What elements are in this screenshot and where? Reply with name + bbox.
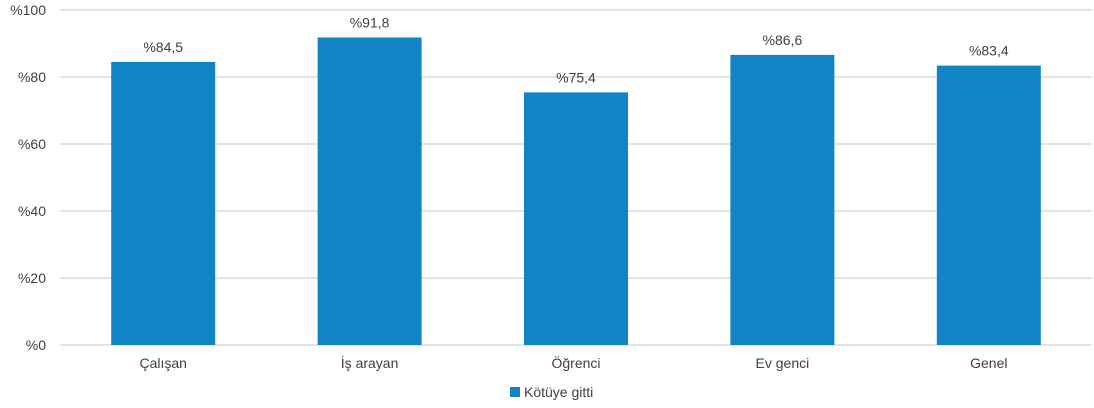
legend-label: Kötüye gitti xyxy=(524,384,593,400)
bar xyxy=(111,61,216,346)
bar xyxy=(524,92,628,345)
category-label: Çalışan xyxy=(139,355,186,371)
data-label: %84,5 xyxy=(143,39,183,55)
data-labels: %84,5 %91,8 %75,4 %86,6 %83,4 xyxy=(143,14,1009,85)
data-label: %75,4 xyxy=(556,69,596,85)
y-tick-label: %60 xyxy=(18,136,46,152)
bar xyxy=(730,54,835,345)
bars xyxy=(111,37,1041,346)
y-tick-label: %100 xyxy=(10,2,46,18)
bar xyxy=(317,37,422,345)
y-tick-label: %20 xyxy=(18,270,46,286)
legend: Kötüye gitti xyxy=(510,384,593,400)
y-tick-label: %80 xyxy=(18,69,46,85)
y-axis-ticks: %0 %20 %40 %60 %80 %100 xyxy=(10,2,46,353)
bar xyxy=(936,65,1041,346)
data-label: %86,6 xyxy=(763,32,803,48)
data-label: %91,8 xyxy=(350,14,390,30)
x-axis-categories: Çalışan İş arayan Öğrenci Ev genci Genel xyxy=(139,354,1007,371)
data-label: %83,4 xyxy=(969,43,1009,59)
category-label: İş arayan xyxy=(341,354,399,371)
category-label: Genel xyxy=(970,355,1007,371)
y-tick-label: %0 xyxy=(26,337,46,353)
category-label: Ev genci xyxy=(756,355,810,371)
legend-swatch xyxy=(510,387,520,397)
y-tick-label: %40 xyxy=(18,203,46,219)
category-label: Öğrenci xyxy=(551,354,600,371)
